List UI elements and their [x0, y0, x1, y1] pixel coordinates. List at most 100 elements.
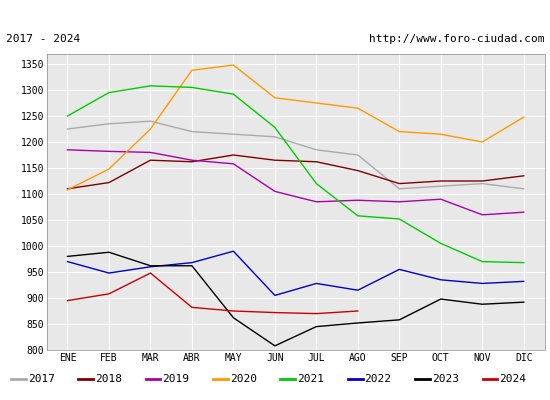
2024 [64, 298, 71, 303]
2020 [479, 140, 486, 144]
2022 [230, 249, 236, 254]
2019 [147, 150, 154, 155]
2019 [106, 149, 112, 154]
2017 [396, 186, 403, 191]
2019 [272, 189, 278, 194]
2019 [64, 147, 71, 152]
2019 [396, 199, 403, 204]
2019 [479, 212, 486, 217]
2017 [355, 152, 361, 157]
2018 [355, 168, 361, 173]
Text: http://www.foro-ciudad.com: http://www.foro-ciudad.com [369, 34, 544, 44]
2019 [437, 197, 444, 202]
Line: 2017: 2017 [68, 121, 524, 189]
2017 [437, 184, 444, 188]
2022 [313, 281, 320, 286]
2018 [396, 181, 403, 186]
Text: 2022: 2022 [365, 374, 392, 384]
2024 [189, 305, 195, 310]
2017 [64, 126, 71, 131]
2020 [147, 126, 154, 131]
2018 [189, 159, 195, 164]
2023 [64, 254, 71, 259]
2023 [106, 250, 112, 255]
2024 [230, 308, 236, 313]
Text: 2019: 2019 [162, 374, 190, 384]
2022 [396, 267, 403, 272]
2021 [189, 85, 195, 90]
2017 [479, 181, 486, 186]
2023 [189, 263, 195, 268]
2023 [520, 300, 527, 304]
2018 [230, 152, 236, 157]
2022 [437, 277, 444, 282]
2021 [355, 214, 361, 218]
2018 [520, 173, 527, 178]
2018 [64, 186, 71, 191]
2021 [106, 90, 112, 95]
2019 [313, 199, 320, 204]
2023 [396, 318, 403, 322]
2024 [147, 271, 154, 276]
Text: 2023: 2023 [432, 374, 459, 384]
Line: 2022: 2022 [68, 251, 524, 295]
Text: 2021: 2021 [297, 374, 324, 384]
2021 [396, 216, 403, 221]
2023 [479, 302, 486, 307]
2018 [272, 158, 278, 162]
2021 [437, 241, 444, 246]
2021 [230, 92, 236, 96]
2019 [355, 198, 361, 203]
2022 [272, 293, 278, 298]
2020 [355, 106, 361, 110]
2020 [64, 188, 71, 192]
Line: 2018: 2018 [68, 155, 524, 189]
2021 [147, 84, 154, 88]
2018 [106, 180, 112, 185]
2020 [313, 100, 320, 105]
2020 [272, 95, 278, 100]
2017 [313, 147, 320, 152]
2017 [106, 121, 112, 126]
2022 [106, 271, 112, 276]
2017 [147, 119, 154, 124]
2021 [479, 259, 486, 264]
2023 [272, 344, 278, 348]
Line: 2024: 2024 [68, 273, 358, 314]
2019 [520, 210, 527, 214]
Text: 2017: 2017 [28, 374, 55, 384]
Line: 2019: 2019 [68, 150, 524, 215]
2017 [272, 134, 278, 139]
2017 [189, 129, 195, 134]
2019 [189, 158, 195, 162]
2019 [230, 162, 236, 166]
2021 [313, 181, 320, 186]
2021 [64, 114, 71, 118]
Text: Evolucion del paro registrado en Yuncos: Evolucion del paro registrado en Yuncos [97, 7, 453, 22]
2022 [64, 259, 71, 264]
Line: 2020: 2020 [68, 65, 524, 190]
2018 [147, 158, 154, 162]
2022 [479, 281, 486, 286]
2020 [189, 68, 195, 73]
2021 [272, 125, 278, 130]
Text: 2017 - 2024: 2017 - 2024 [6, 34, 80, 44]
Text: 2018: 2018 [95, 374, 122, 384]
2022 [355, 288, 361, 292]
2022 [520, 279, 527, 284]
2020 [106, 167, 112, 172]
2022 [189, 260, 195, 265]
2023 [437, 297, 444, 302]
2023 [147, 263, 154, 268]
2017 [520, 186, 527, 191]
Text: 2020: 2020 [230, 374, 257, 384]
2018 [313, 159, 320, 164]
Line: 2023: 2023 [68, 252, 524, 346]
2023 [313, 324, 320, 329]
2024 [313, 311, 320, 316]
2020 [437, 132, 444, 136]
Text: 2024: 2024 [499, 374, 526, 384]
2024 [272, 310, 278, 315]
Line: 2021: 2021 [68, 86, 524, 263]
2018 [437, 178, 444, 183]
